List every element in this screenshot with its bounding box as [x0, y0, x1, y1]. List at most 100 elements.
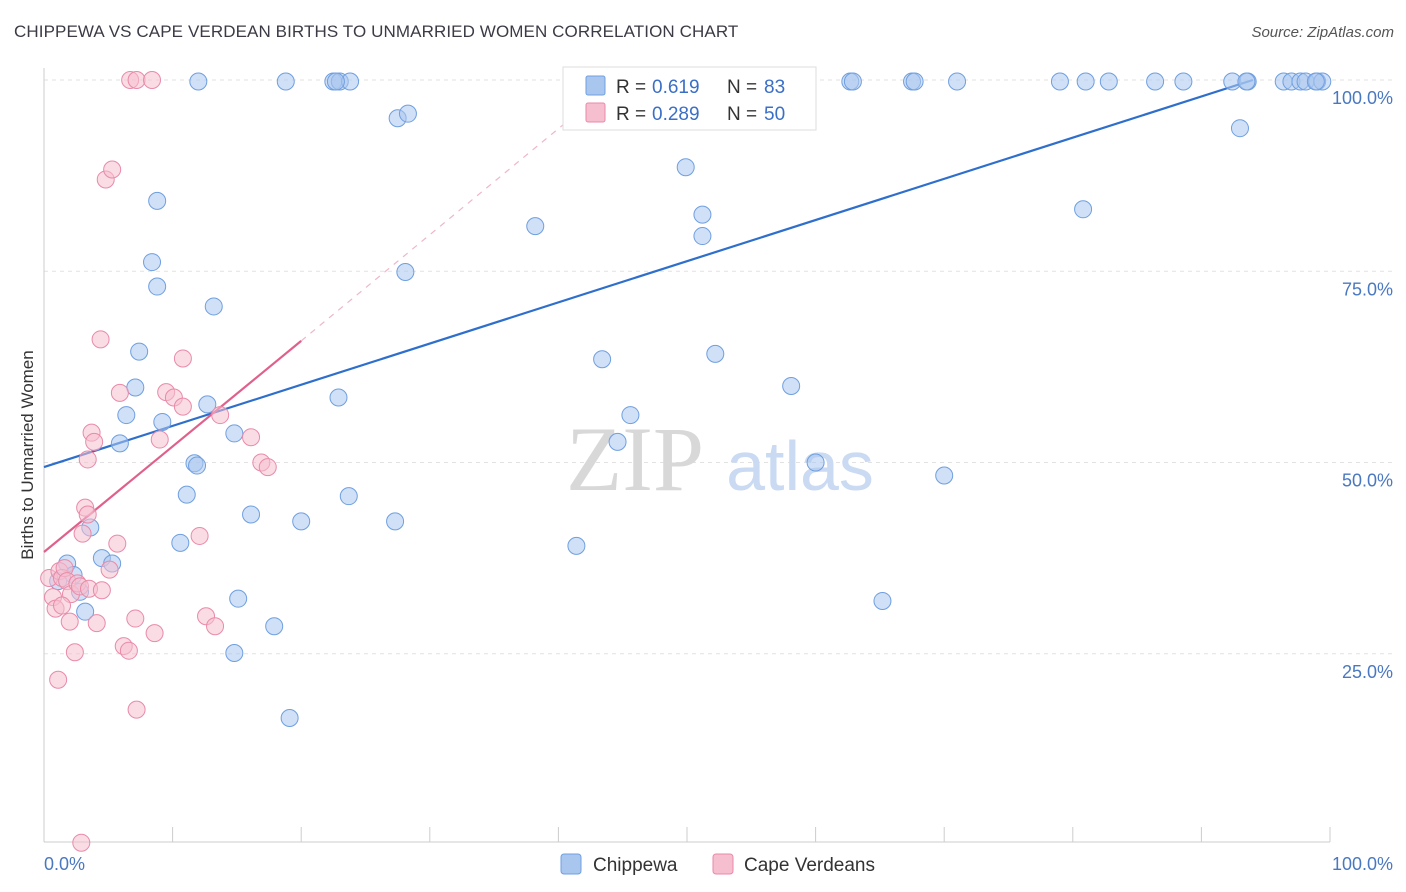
data-point-cape-verdeans: [85, 432, 104, 451]
data-point-cape-verdeans: [190, 526, 209, 545]
watermark-zip: ZIP: [566, 408, 704, 510]
legend-n-value-chippewa: 83: [764, 77, 785, 98]
data-point-chippewa: [693, 205, 712, 224]
legend-swatch-cape-verdeans-bottom: [712, 853, 734, 875]
y-tick-label: 25.0%: [1342, 662, 1393, 682]
data-point-chippewa: [188, 456, 207, 475]
data-point-chippewa: [706, 344, 725, 363]
legend-n-value-cape-verdeans: 50: [764, 104, 785, 125]
data-point-chippewa: [280, 709, 299, 728]
data-point-chippewa: [843, 72, 862, 91]
data-point-chippewa: [1237, 72, 1256, 91]
data-point-chippewa: [948, 72, 967, 91]
legend-r-label: R =: [616, 104, 646, 125]
data-point-chippewa: [76, 602, 95, 621]
data-point-cape-verdeans: [49, 670, 68, 689]
data-point-cape-verdeans: [108, 534, 127, 553]
data-point-cape-verdeans: [119, 641, 138, 660]
series-legend: Chippewa Cape Verdeans: [560, 853, 875, 876]
data-point-cape-verdeans: [143, 71, 162, 89]
data-point-chippewa: [242, 505, 261, 524]
data-point-chippewa: [148, 277, 167, 296]
data-point-cape-verdeans: [173, 397, 192, 416]
data-point-cape-verdeans: [78, 505, 97, 524]
data-point-cape-verdeans: [53, 596, 72, 615]
data-point-cape-verdeans: [211, 406, 230, 425]
legend-label-cape-verdeans: Cape Verdeans: [744, 855, 875, 876]
data-point-cape-verdeans: [126, 609, 145, 628]
legend-r-value-cape-verdeans: 0.289: [652, 104, 700, 125]
data-point-chippewa: [329, 388, 348, 407]
data-point-chippewa: [567, 536, 586, 555]
legend-swatch-cape-verdeans: [585, 102, 606, 123]
data-point-chippewa: [326, 72, 345, 91]
data-point-cape-verdeans: [110, 383, 129, 402]
data-point-cape-verdeans: [92, 581, 111, 600]
legend-swatch-chippewa-bottom: [560, 853, 582, 875]
data-point-chippewa: [117, 406, 136, 425]
data-point-chippewa: [204, 297, 223, 316]
x-tick-labels: 0.0% 100.0%: [44, 854, 1393, 874]
x-tick-label-end: 100.0%: [1332, 854, 1393, 874]
data-point-chippewa: [1050, 72, 1069, 91]
data-point-cape-verdeans: [145, 624, 164, 643]
data-point-chippewa: [1146, 72, 1165, 91]
data-point-chippewa: [693, 227, 712, 246]
data-point-chippewa: [1076, 72, 1095, 91]
data-point-chippewa: [621, 406, 640, 425]
data-point-chippewa: [935, 466, 954, 485]
data-point-chippewa: [171, 533, 190, 552]
data-point-chippewa: [1306, 72, 1325, 91]
data-point-cape-verdeans: [91, 330, 110, 349]
data-point-cape-verdeans: [65, 643, 84, 662]
legend-n-label: N =: [727, 104, 757, 125]
data-point-chippewa: [676, 158, 695, 177]
data-point-chippewa: [782, 377, 801, 395]
data-point-cape-verdeans: [127, 700, 146, 719]
chart-title: CHIPPEWA VS CAPE VERDEAN BIRTHS TO UNMAR…: [14, 22, 739, 41]
legend-n-label: N =: [727, 77, 757, 98]
data-points: [40, 71, 1332, 852]
data-point-chippewa: [130, 342, 149, 361]
data-point-cape-verdeans: [103, 160, 122, 179]
legend-swatch-chippewa: [585, 75, 606, 96]
data-point-chippewa: [229, 589, 248, 608]
legend-label-chippewa: Chippewa: [593, 855, 678, 876]
data-point-chippewa: [396, 263, 415, 282]
data-point-chippewa: [526, 217, 545, 236]
grid-lines: [44, 79, 1395, 655]
data-point-chippewa: [608, 432, 627, 451]
data-point-chippewa: [177, 485, 196, 504]
watermark-atlas: atlas: [726, 427, 874, 505]
data-point-chippewa: [339, 487, 358, 506]
legend-r-value-chippewa: 0.619: [652, 77, 700, 98]
data-point-cape-verdeans: [242, 428, 261, 447]
data-point-chippewa: [276, 72, 295, 91]
data-point-chippewa: [148, 191, 167, 210]
data-point-chippewa: [1174, 72, 1193, 91]
data-point-chippewa: [110, 434, 129, 453]
data-point-cape-verdeans: [258, 458, 277, 477]
data-point-chippewa: [225, 643, 244, 662]
data-point-chippewa: [1099, 72, 1118, 91]
data-point-cape-verdeans: [206, 617, 225, 636]
data-point-chippewa: [265, 617, 284, 636]
data-point-cape-verdeans: [173, 349, 192, 368]
data-point-cape-verdeans: [150, 430, 169, 449]
source-label: Source: ZipAtlas.com: [1251, 24, 1394, 41]
stats-legend-row-cape-verdeans: R = 0.289 N = 50: [585, 102, 785, 125]
trend-line-0: [43, 78, 1254, 469]
data-point-chippewa: [873, 591, 892, 610]
data-point-chippewa: [1074, 200, 1093, 219]
data-point-chippewa: [143, 253, 162, 272]
stats-legend: R = 0.619 N = 83 R = 0.289 N = 50: [562, 66, 817, 131]
x-tick-label-start: 0.0%: [44, 854, 85, 874]
data-point-cape-verdeans: [87, 614, 106, 633]
y-tick-label: 50.0%: [1342, 471, 1393, 491]
data-point-chippewa: [593, 350, 612, 369]
y-axis-label: Births to Unmarried Women: [18, 350, 37, 559]
data-point-chippewa: [1230, 119, 1249, 138]
data-point-cape-verdeans: [60, 612, 79, 631]
data-point-cape-verdeans: [73, 524, 92, 543]
